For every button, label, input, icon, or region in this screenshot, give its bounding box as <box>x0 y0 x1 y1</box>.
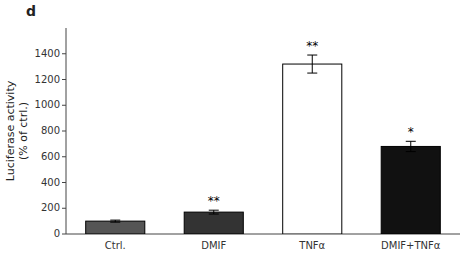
y-tick-label: 1200 <box>35 74 60 85</box>
chart-container: d 0 200 400 600 800 1000 1200 1400 Luciferase act… <box>0 0 474 258</box>
y-tick-label: 400 <box>41 177 60 188</box>
annotation: * <box>408 125 414 139</box>
y-tick <box>62 53 66 54</box>
x-tick-label: Ctrl. <box>105 240 126 251</box>
error-cap <box>307 73 317 74</box>
x-tick-label: DMIF <box>201 240 226 251</box>
y-tick-label: 0 <box>54 228 60 239</box>
y-tick-label: 1400 <box>35 48 60 59</box>
error-stem <box>410 141 411 151</box>
chart-svg: d 0 200 400 600 800 1000 1200 1400 Luciferase act… <box>0 0 474 258</box>
x-tick-label: TNFα <box>298 240 325 251</box>
error-cap <box>110 222 120 223</box>
plot-area <box>86 55 441 234</box>
y-label-line: (% of ctrl.) <box>17 102 30 160</box>
y-axis-line <box>66 28 67 234</box>
error-cap <box>110 220 120 221</box>
title: d <box>26 3 36 19</box>
error-bar <box>110 220 120 222</box>
error-cap <box>406 141 416 142</box>
y-tick <box>62 79 66 80</box>
y-tick-label: 1000 <box>35 99 60 110</box>
y-tick-label: 200 <box>41 202 60 213</box>
bar <box>86 221 145 234</box>
y-tick <box>62 234 66 235</box>
y-tick <box>62 156 66 157</box>
y-tick <box>62 105 66 106</box>
annotation: ** <box>306 39 318 53</box>
bar <box>381 146 440 234</box>
error-bar <box>307 55 317 73</box>
y-label-line: Luciferase activity <box>4 80 17 181</box>
y-tick-label: 600 <box>41 151 60 162</box>
y-axis: 0 200 400 600 800 1000 1200 1400 <box>35 28 460 239</box>
error-cap <box>307 55 317 56</box>
error-bar <box>209 210 219 214</box>
error-cap <box>209 214 219 215</box>
error-bar <box>406 141 416 151</box>
y-label: Luciferase activity(% of ctrl.) <box>4 80 30 181</box>
error-stem <box>312 55 313 73</box>
bar <box>184 212 243 234</box>
error-stem <box>213 210 214 214</box>
y-tick <box>62 131 66 132</box>
y-tick <box>62 208 66 209</box>
y-tick-label: 800 <box>41 125 60 136</box>
y-tick <box>62 182 66 183</box>
bar <box>283 64 342 234</box>
x-tick-label: DMIF+TNFα <box>381 240 441 251</box>
annotation: ** <box>208 194 220 208</box>
error-cap <box>209 210 219 211</box>
error-cap <box>406 151 416 152</box>
